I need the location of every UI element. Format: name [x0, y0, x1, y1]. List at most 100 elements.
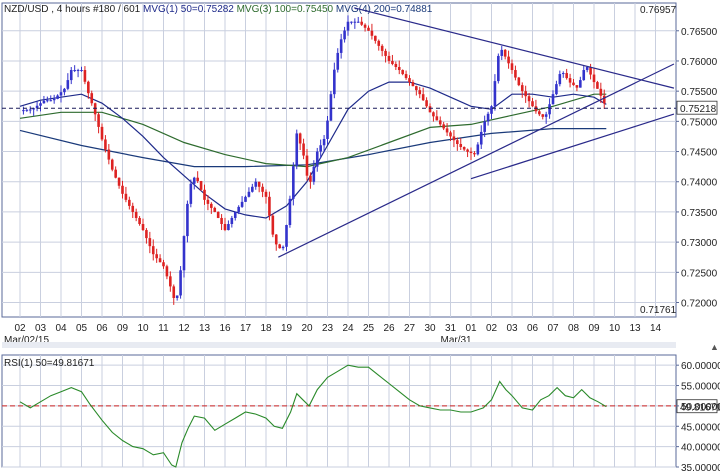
candle-body [360, 21, 363, 25]
x-tick-label: 18 [260, 323, 272, 334]
candle-body [401, 70, 404, 75]
candle-body [517, 77, 521, 86]
x-tick-label: 04 [55, 323, 67, 334]
candle-body [452, 136, 456, 141]
candle-body [374, 35, 377, 41]
candle-body [189, 183, 193, 204]
candle-body [346, 21, 350, 31]
candle-body [602, 95, 606, 104]
x-tick-label: 06 [96, 323, 108, 334]
candle-body [568, 78, 572, 83]
x-tick-label: 01 [465, 323, 477, 334]
candle-body [292, 166, 295, 199]
candle-body [66, 80, 70, 89]
candle-body [339, 39, 343, 53]
candle-body [531, 101, 534, 107]
current-price-label: 0.75218 [680, 104, 717, 115]
y-tick-label: 0.73000 [681, 238, 718, 249]
candle-body [309, 175, 312, 182]
candle-body [442, 124, 445, 129]
candle-body [418, 90, 422, 95]
candle-body [227, 224, 230, 231]
candle-body [534, 106, 538, 112]
candlesticks [22, 15, 606, 305]
x-tick-label: 09 [117, 323, 129, 334]
candle-body [244, 196, 247, 202]
candle-body [599, 88, 603, 96]
candle-body [281, 246, 285, 249]
date-axis: 02 03 04 05 06 09 10 11 12 13 16 17 18 19 20 23 24 25 26 27… [4, 323, 661, 346]
candle-body [367, 27, 370, 31]
candle-body [370, 30, 374, 36]
candle-body [596, 82, 599, 89]
chart-title: NZD/USD , 4 hours #180 / 601 MVG(1) 50=0… [4, 4, 433, 15]
y-tick-label: 0.74000 [681, 178, 718, 189]
candle-body [565, 73, 568, 79]
candle-body [476, 144, 480, 155]
x-tick-label: 03 [506, 323, 518, 334]
candle-body [490, 106, 493, 114]
candle-body [107, 149, 111, 160]
ma2-label: MVG(3) 100=0.75450 [237, 4, 334, 15]
pane-splitter[interactable] [2, 342, 676, 348]
candle-body [295, 133, 299, 167]
candle-body [322, 138, 326, 146]
y-tick-label: 0.72000 [681, 299, 718, 310]
candle-body [466, 149, 469, 152]
bars-label: #180 / 601 [93, 4, 141, 15]
candle-body [473, 153, 476, 155]
candle-body [312, 166, 316, 182]
x-tick-label: 02 [14, 323, 26, 334]
trendline[interactable] [354, 7, 675, 89]
rsi-y-tick-label: 55.00000 [681, 382, 720, 393]
candle-body [411, 82, 415, 87]
candle-body [479, 131, 483, 145]
candle-body [175, 295, 179, 298]
candle-body [363, 24, 367, 28]
trendline[interactable] [470, 113, 675, 180]
candle-body [158, 258, 162, 263]
candle-body [507, 56, 510, 64]
candle-body [435, 116, 439, 121]
candle-body [377, 40, 381, 46]
candle-body [336, 52, 340, 70]
range-high-label: 0.76957 [640, 5, 677, 16]
candle-body [438, 120, 442, 125]
candle-body [500, 49, 504, 56]
x-tick-label: 20 [301, 323, 313, 334]
rsi-plot-frame [1, 354, 677, 468]
ma3-label: MVG(4) 200=0.74881 [336, 4, 433, 15]
candle-body [155, 254, 158, 259]
collapse-arrow-icon[interactable]: ▲ [710, 342, 719, 352]
candle-body [384, 50, 387, 56]
ma1-label: MVG(1) 50=0.75282 [143, 4, 234, 15]
x-tick-label: 06 [527, 323, 539, 334]
candle-body [206, 199, 210, 204]
x-month-label: Mar/02/15 [4, 335, 49, 346]
x-tick-label: 17 [240, 323, 252, 334]
trendline[interactable] [278, 63, 675, 258]
x-tick-label: 02 [486, 323, 498, 334]
price-markers: 0.75218 0.76957 0.71761 [2, 5, 718, 316]
candle-body [449, 132, 452, 137]
candle-body [561, 73, 565, 75]
x-month-label: Mar/31 [441, 335, 473, 346]
candle-body [80, 70, 83, 72]
x-tick-label: 03 [35, 323, 47, 334]
candle-body [172, 286, 176, 298]
rsi-line [19, 364, 607, 468]
candle-body [278, 244, 281, 249]
candle-body [551, 94, 555, 105]
candle-body [22, 110, 25, 112]
rsi-lines [2, 364, 676, 468]
candle-body [230, 217, 234, 225]
candle-body [121, 185, 124, 194]
candle-body [138, 217, 141, 225]
rsi-grid [2, 355, 676, 468]
rsi-title: RSI(1) 50=49.81671 [4, 358, 95, 369]
candle-body [421, 94, 425, 101]
candle-body [579, 80, 582, 88]
candle-body [397, 67, 401, 71]
candle-body [503, 49, 507, 57]
candle-body [575, 85, 579, 88]
